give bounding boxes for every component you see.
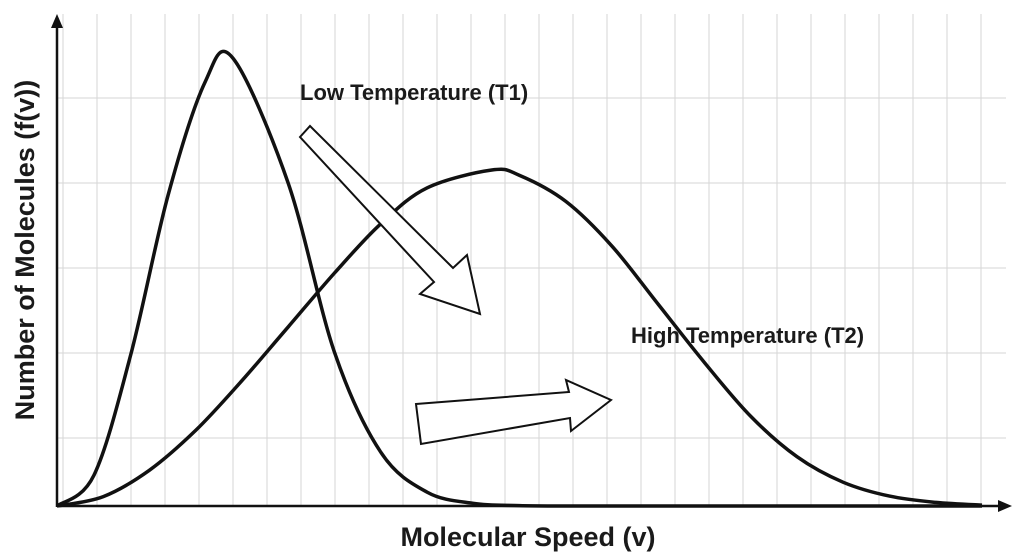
curves: [55, 49, 983, 508]
x-axis-arrowhead: [998, 500, 1012, 512]
chart-grid: [57, 14, 1006, 506]
y-axis-label: Number of Molecules (f(v)): [10, 80, 40, 421]
annotation-arrows: [298, 124, 613, 446]
x-axis-label: Molecular Speed (v): [400, 522, 655, 552]
label-low-temperature: Low Temperature (T1): [300, 80, 528, 105]
curve-low-temperature: [55, 49, 982, 508]
y-axis-arrowhead: [51, 14, 63, 28]
rightward-shift-arrow: [414, 378, 613, 446]
label-high-temperature: High Temperature (T2): [631, 323, 864, 348]
diagonal-shift-arrow: [298, 124, 482, 316]
curve-high-temperature: [56, 167, 983, 508]
